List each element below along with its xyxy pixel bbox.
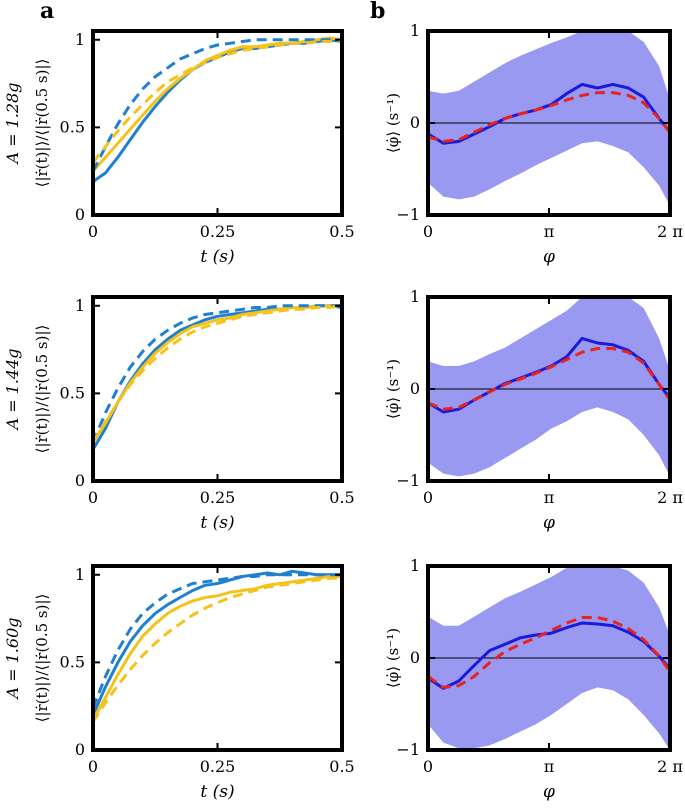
y-tick-label: 0.5 — [60, 117, 85, 136]
x-tick-label: π — [544, 488, 555, 507]
x-tick-label: 0.25 — [200, 222, 236, 241]
series-model — [428, 347, 670, 411]
y-tick-label: 1 — [75, 296, 85, 315]
y-tick-label: 0.5 — [60, 383, 85, 402]
series-blue-data — [93, 569, 342, 717]
x-axis-label: t (s) — [200, 247, 234, 267]
plot-area — [428, 31, 670, 206]
x-tick-label: 0.25 — [200, 757, 236, 776]
x-tick-label: π — [544, 757, 555, 776]
y-axis-label: ⟨φ̇⟩ (s⁻¹) — [384, 628, 402, 688]
y-tick-label: −1 — [396, 740, 420, 759]
x-tick-label: 0 — [423, 757, 433, 776]
plot-area — [93, 36, 342, 184]
y-tick-label: −1 — [396, 471, 420, 490]
x-tick-label: 0 — [423, 222, 433, 241]
series-blue-data — [93, 304, 342, 451]
plot-area — [93, 304, 342, 451]
x-tick-label: π — [544, 222, 555, 241]
plot-area — [93, 569, 342, 723]
x-tick-label: 0 — [88, 757, 98, 776]
y-tick-label: 0 — [75, 740, 85, 759]
series-blue-model — [93, 38, 342, 172]
y-axis-label: ⟨φ̇⟩ (s⁻¹) — [384, 359, 402, 419]
y-tick-label: 0 — [75, 471, 85, 490]
y-tick-label: 0 — [410, 379, 420, 398]
series-yellow-data — [93, 36, 342, 173]
x-axis-label: φ — [543, 513, 555, 533]
charts-group: 0 0.25 0.5 0 0.5 1 t (s) ⟨|ṙ(t)|⟩/⟨|ṙ(0.5 s)|⟩ A… — [3, 21, 683, 802]
y-tick-label: −1 — [396, 205, 420, 224]
series-yellow-model — [93, 576, 342, 723]
series-blue-model — [93, 573, 342, 709]
plot-area — [428, 566, 670, 750]
series-blue-model — [93, 304, 342, 443]
panel-a-row-0: 0 0.25 0.5 0 0.5 1 t (s) ⟨|ṙ(t)|⟩/⟨|ṙ(0.5 s)|⟩ A… — [3, 29, 355, 267]
x-axis-label: φ — [543, 782, 555, 802]
y-tick-label: 0.5 — [60, 652, 85, 671]
y-tick-label: 1 — [75, 30, 85, 49]
series-yellow-data — [93, 304, 342, 444]
y-axis-label: ⟨|ṙ(t)|⟩/⟨|ṙ(0.5 s)|⟩ — [33, 325, 51, 454]
x-tick-label: 2 π — [657, 222, 683, 241]
x-tick-label: 0 — [88, 222, 98, 241]
plot-area — [428, 297, 670, 477]
panel-letter-a: a — [40, 0, 54, 24]
y-axis-label: ⟨|ṙ(t)|⟩/⟨|ṙ(0.5 s)|⟩ — [33, 59, 51, 188]
panel-letter-b: b — [370, 0, 385, 24]
series-model — [428, 91, 670, 143]
y-axis-label: ⟨φ̇⟩ (s⁻¹) — [384, 93, 402, 153]
x-tick-label: 0 — [88, 488, 98, 507]
std-band — [428, 297, 670, 477]
series-model — [428, 616, 670, 689]
x-tick-label: 0.25 — [200, 488, 236, 507]
amplitude-label: A = 1.44g — [3, 349, 22, 432]
x-tick-label: 0 — [423, 488, 433, 507]
amplitude-label: A = 1.60g — [3, 618, 22, 701]
panel-a-row-2: 0 0.25 0.5 0 0.5 1 t (s) ⟨|ṙ(t)|⟩/⟨|ṙ(0.5 s)|⟩ A… — [3, 564, 355, 802]
y-tick-label: 1 — [410, 287, 420, 306]
y-tick-label: 0 — [410, 648, 420, 667]
y-tick-label: 0 — [75, 205, 85, 224]
y-tick-label: 1 — [75, 565, 85, 584]
y-tick-label: 1 — [410, 21, 420, 40]
x-tick-label: 0.5 — [329, 222, 354, 241]
x-axis-label: t (s) — [200, 513, 234, 533]
x-tick-label: 0.5 — [329, 757, 354, 776]
std-band — [428, 31, 670, 206]
x-axis-label: φ — [543, 247, 555, 267]
x-axis-label: t (s) — [200, 782, 234, 802]
y-tick-label: 0 — [410, 113, 420, 132]
series-yellow-data — [93, 575, 342, 722]
x-tick-label: 0.5 — [329, 488, 354, 507]
series-blue-data — [93, 38, 342, 184]
panel-a-row-1: 0 0.25 0.5 0 0.5 1 t (s) ⟨|ṙ(t)|⟩/⟨|ṙ(0.5 s)|⟩ A… — [3, 295, 355, 533]
series-yellow-model — [93, 304, 342, 444]
x-tick-label: 2 π — [657, 488, 683, 507]
x-tick-label: 2 π — [657, 757, 683, 776]
series-mean — [428, 621, 670, 690]
amplitude-label: A = 1.28g — [3, 83, 22, 166]
y-tick-label: 1 — [410, 556, 420, 575]
series-yellow-model — [93, 38, 342, 164]
axes-frame — [91, 564, 344, 752]
y-axis-label: ⟨|ṙ(t)|⟩/⟨|ṙ(0.5 s)|⟩ — [33, 594, 51, 723]
